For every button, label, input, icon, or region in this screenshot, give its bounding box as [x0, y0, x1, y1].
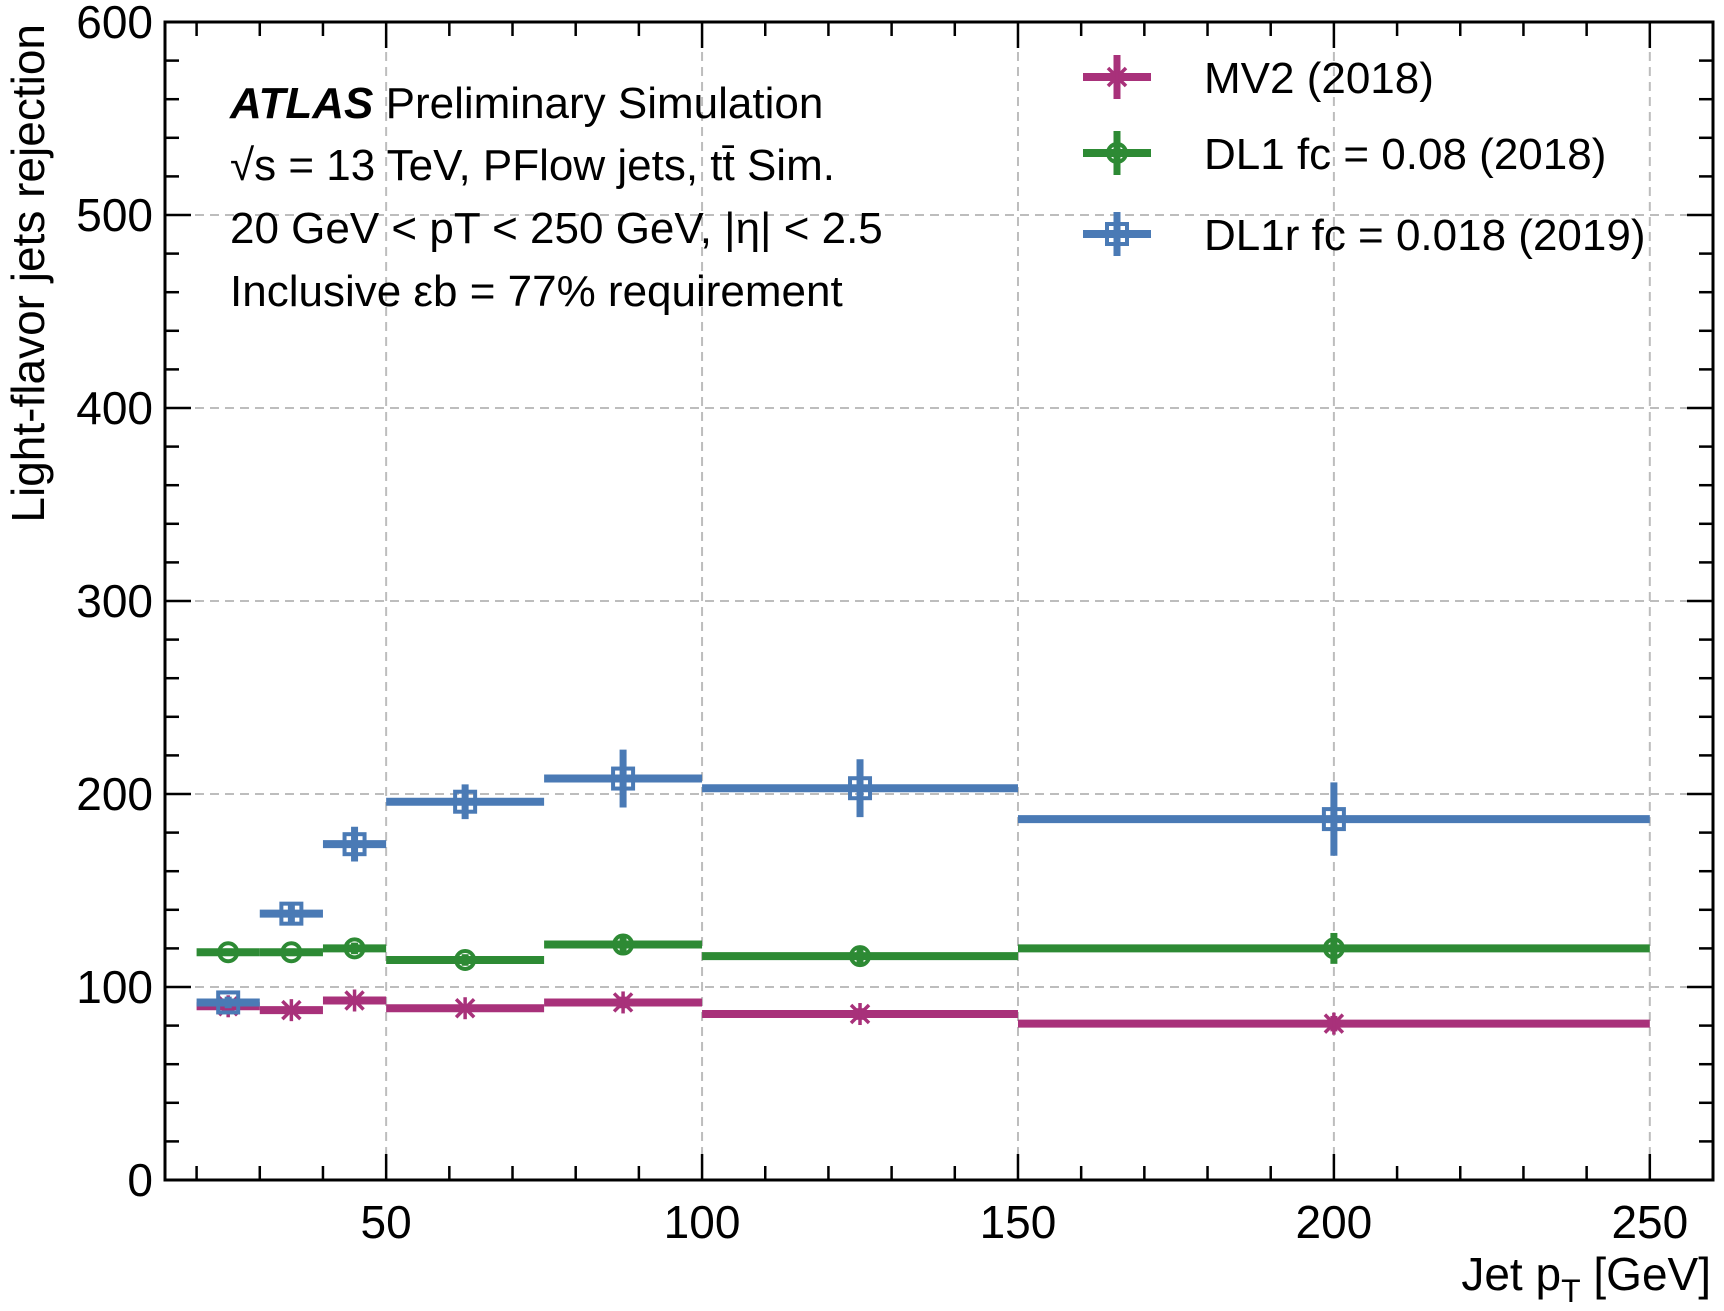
data-point: [322, 937, 387, 960]
data-point: [544, 933, 703, 956]
x-tick-label: 100: [664, 1196, 741, 1248]
circle-marker: [454, 948, 477, 971]
square-marker: [1105, 222, 1129, 246]
circle-marker: [343, 937, 366, 960]
legend-label: DL1r fc = 0.018 (2019): [1204, 211, 1645, 260]
legend-label: DL1 fc = 0.08 (2018): [1204, 130, 1606, 179]
data-point: [544, 991, 703, 1014]
atlas-label: ATLAS: [229, 79, 373, 128]
circle-marker: [1106, 142, 1128, 164]
data-point: [702, 1003, 1018, 1026]
y-tick-label: 200: [76, 768, 153, 820]
data-point: [259, 941, 323, 964]
y-tick-label: 100: [76, 961, 153, 1013]
legend-entry-2: DL1r fc = 0.018 (2019): [1083, 211, 1645, 260]
data-point: [1017, 1012, 1650, 1035]
circle-marker: [280, 941, 303, 964]
square-marker: [453, 789, 478, 814]
annotation-line-1: ATLAS Preliminary Simulation: [229, 79, 823, 128]
data-point: [386, 784, 545, 820]
y-tick-label: 300: [76, 575, 153, 627]
y-tick-label: 400: [76, 382, 153, 434]
legend-entry-1: DL1 fc = 0.08 (2018): [1083, 130, 1606, 179]
data-point: [702, 759, 1018, 818]
series-0: [196, 989, 1650, 1035]
y-tick-label: 500: [76, 189, 153, 241]
data-point: [1017, 932, 1650, 964]
x-tick-label: 50: [361, 1196, 412, 1248]
circle-marker: [217, 941, 240, 964]
data-point: [259, 999, 323, 1022]
legend-label: MV2 (2018): [1204, 54, 1434, 103]
series-2: [196, 749, 1650, 1015]
square-marker: [611, 766, 636, 791]
data-point: [322, 989, 387, 1012]
data-point: [386, 997, 545, 1020]
atlas-annotation: ATLAS Preliminary Simulation √s = 13 TeV…: [229, 79, 883, 316]
data-point: [1017, 782, 1650, 856]
legend-entry-0: MV2 (2018): [1083, 54, 1434, 103]
square-marker: [342, 832, 367, 857]
data-point: [196, 941, 260, 964]
y-tick-label: 600: [76, 0, 153, 48]
data-point: [386, 948, 545, 971]
square-marker: [848, 776, 873, 801]
x-axis-label: Jet pT [GeV]: [1461, 1248, 1711, 1309]
data-point: [544, 749, 703, 808]
data-point: [196, 990, 260, 1015]
circle-marker: [1322, 937, 1345, 960]
data-point: [702, 945, 1018, 968]
y-axis-label: Light-flavor jets rejection: [2, 24, 54, 523]
legend: MV2 (2018) DL1 fc = 0.08 (2018) DL1r fc = …: [1083, 54, 1645, 260]
square-marker: [216, 990, 241, 1015]
annotation-line-4: Inclusive εb = 77% requirement: [230, 267, 843, 316]
data-point: [259, 901, 323, 926]
annotation-line-2: √s = 13 TeV, PFlow jets, tt̄ Sim.: [230, 141, 835, 190]
series-1: [196, 932, 1650, 971]
data-series: [196, 749, 1650, 1035]
axis-ticks: 50 100 150 200 250 0 100 200 300 400 500 600: [76, 0, 1715, 1248]
x-tick-label: 200: [1296, 1196, 1373, 1248]
square-marker: [279, 901, 304, 926]
x-tick-label: 250: [1611, 1196, 1688, 1248]
y-tick-label: 0: [127, 1154, 153, 1206]
x-tick-label: 150: [980, 1196, 1057, 1248]
circle-marker: [612, 933, 635, 956]
data-point: [322, 826, 387, 862]
square-marker: [1321, 807, 1346, 832]
annotation-line-3: 20 GeV < pT < 250 GeV, |η| < 2.5: [230, 204, 883, 253]
circle-marker: [849, 945, 872, 968]
